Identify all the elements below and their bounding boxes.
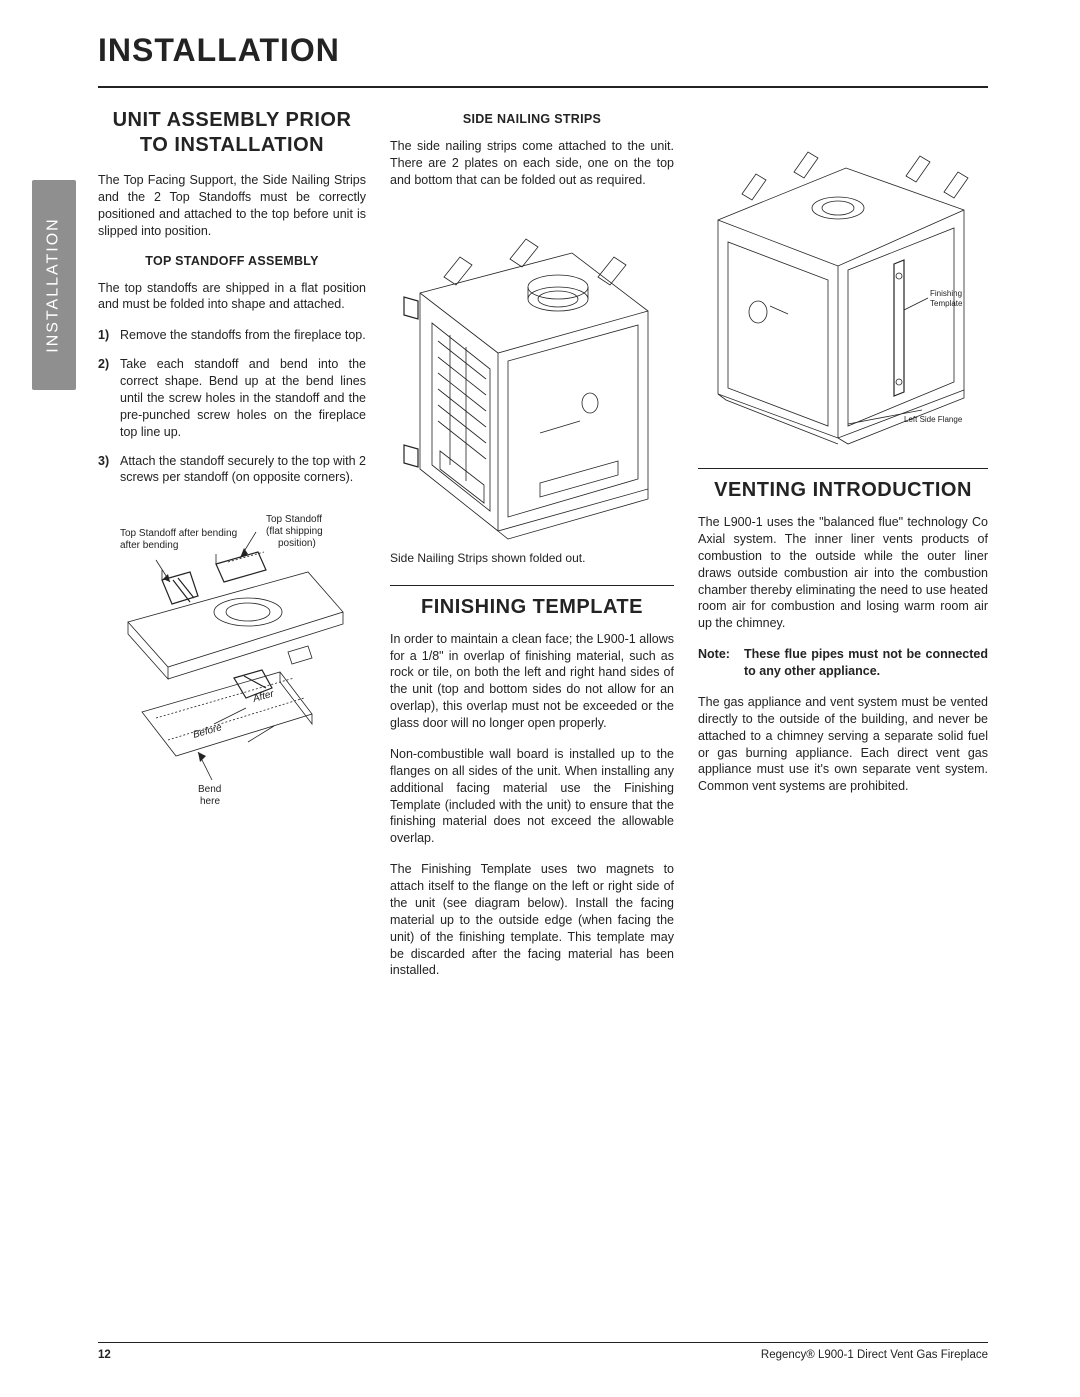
content-columns: UNIT ASSEMBLY PRIOR TO INSTALLATION The … (98, 108, 988, 993)
side-tab: INSTALLATION (32, 180, 76, 390)
svg-text:Bend: Bend (198, 784, 221, 795)
svg-text:Template: Template (930, 299, 963, 308)
fig-top-standoff: Before After Top Standoff after bending … (98, 502, 366, 812)
step-1: Remove the standoffs from the fireplace … (98, 327, 366, 344)
svg-text:Top Standoff after bending: Top Standoff after bending (120, 528, 237, 539)
svg-text:Finishing: Finishing (930, 289, 962, 298)
fig-side-nailing-caption: Side Nailing Strips shown folded out. (390, 551, 674, 565)
top-standoff-subhead: TOP STANDOFF ASSEMBLY (98, 254, 366, 268)
svg-text:here: here (200, 796, 220, 807)
fig-finishing-template: Finishing Template Left Side Flange (698, 110, 988, 450)
svg-text:position): position) (278, 538, 316, 549)
step-3: Attach the standoff securely to the top … (98, 453, 366, 487)
svg-text:Left Side Flange: Left Side Flange (904, 415, 963, 424)
unit-assembly-intro: The Top Facing Support, the Side Nailing… (98, 172, 366, 240)
page-footer: 12 Regency® L900-1 Direct Vent Gas Firep… (98, 1342, 988, 1361)
finishing-heading: FINISHING TEMPLATE (390, 596, 674, 619)
column-2: SIDE NAILING STRIPS The side nailing str… (390, 108, 674, 993)
venting-p2: The gas appliance and vent system must b… (698, 694, 988, 795)
finishing-p3: The Finishing Template uses two magnets … (390, 861, 674, 979)
note-lead: Note: (698, 646, 744, 680)
side-nailing-subhead: SIDE NAILING STRIPS (390, 112, 674, 126)
page-title: INSTALLATION (98, 32, 1080, 69)
column-1: UNIT ASSEMBLY PRIOR TO INSTALLATION The … (98, 108, 366, 993)
footer-product: Regency® L900-1 Direct Vent Gas Fireplac… (761, 1349, 988, 1361)
finishing-rule (390, 585, 674, 586)
svg-text:After: After (251, 689, 276, 706)
svg-text:Before: Before (192, 722, 224, 741)
svg-text:(flat shipping: (flat shipping (266, 526, 323, 537)
page-number: 12 (98, 1349, 111, 1361)
venting-p1: The L900-1 uses the "balanced flue" tech… (698, 514, 988, 632)
standoff-steps: Remove the standoffs from the fireplace … (98, 327, 366, 486)
fig-side-nailing (390, 203, 674, 543)
side-tab-label: INSTALLATION (45, 217, 63, 352)
finishing-p2: Non-combustible wall board is installed … (390, 746, 674, 847)
unit-assembly-heading: UNIT ASSEMBLY PRIOR TO INSTALLATION (98, 108, 366, 158)
venting-note: Note: These ﬂue pipes must not be connec… (698, 646, 988, 680)
side-nailing-text: The side nailing strips come attached to… (390, 138, 674, 189)
top-standoff-intro: The top standoffs are shipped in a flat … (98, 280, 366, 314)
svg-text:after bending: after bending (120, 540, 178, 551)
venting-rule (698, 468, 988, 469)
top-rule (98, 86, 988, 88)
column-3: Finishing Template Left Side Flange VENT… (698, 108, 988, 993)
venting-heading: VENTING INTRODUCTION (698, 479, 988, 502)
svg-text:Top Standoff: Top Standoff (266, 514, 322, 525)
finishing-p1: In order to maintain a clean face; the L… (390, 631, 674, 732)
step-2: Take each standoff and bend into the cor… (98, 356, 366, 440)
note-body: These ﬂue pipes must not be connected to… (744, 646, 988, 680)
